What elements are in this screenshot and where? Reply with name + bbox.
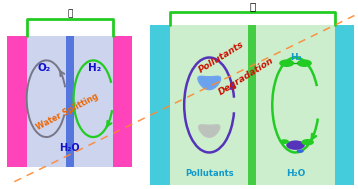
Bar (66, 36, 74, 167)
Circle shape (301, 139, 314, 145)
Text: 🫖: 🫖 (67, 9, 73, 18)
Circle shape (297, 59, 312, 67)
Circle shape (297, 149, 304, 153)
Text: 🫖: 🫖 (249, 1, 256, 11)
Bar (150, 25, 354, 185)
Text: H₂O: H₂O (59, 143, 80, 153)
Text: H₂O: H₂O (286, 169, 305, 178)
Polygon shape (199, 125, 220, 137)
Text: O₂: O₂ (38, 63, 51, 73)
Text: Pollutants: Pollutants (185, 169, 233, 178)
Text: H₂: H₂ (290, 53, 301, 62)
Text: Pollutants: Pollutants (198, 39, 246, 74)
Circle shape (279, 59, 294, 67)
Text: Water Splitting: Water Splitting (35, 92, 100, 132)
Bar (7, 36, 132, 167)
Polygon shape (198, 76, 221, 90)
Text: Degradation: Degradation (217, 56, 275, 97)
Text: H₂: H₂ (88, 63, 102, 73)
Bar (7, 36, 27, 167)
Circle shape (280, 139, 289, 144)
Bar (335, 25, 354, 185)
Bar (113, 36, 132, 167)
Circle shape (286, 140, 305, 150)
Bar (248, 25, 256, 185)
Bar (150, 25, 170, 185)
Polygon shape (198, 76, 221, 90)
Polygon shape (199, 125, 220, 137)
